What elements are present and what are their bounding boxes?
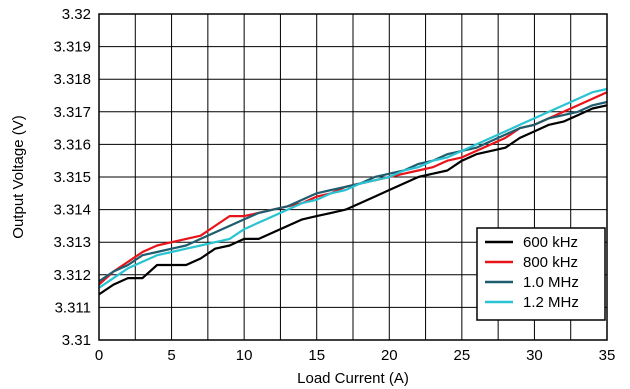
x-tick-label: 10 [236,347,253,364]
legend-label: 1.0 MHz [523,274,579,291]
plot-frame [98,13,608,341]
legend-label: 800 kHz [523,254,578,271]
legend-box [476,227,606,321]
y-tick-label: 3.319 [53,39,91,56]
y-tick-label: 3.31 [62,332,91,349]
y-tick-label: 3.314 [53,202,91,219]
y-tick-label: 3.32 [62,6,91,23]
y-tick-label: 3.315 [53,169,91,186]
x-axis-title: Load Current (A) [297,370,409,387]
legend-label: 600 kHz [523,234,578,251]
y-tick-label: 3.318 [53,71,91,88]
legend-label: 1.2 MHz [523,294,579,311]
x-tick-label: 25 [454,347,471,364]
legend: 600 kHz 800 kHz 1.0 MHz 1.2 MHz [476,227,606,321]
y-tick-label: 3.312 [53,267,91,284]
y-axis-title: Output Voltage (V) [10,115,27,238]
y-tick-label: 3.316 [53,136,91,153]
x-tick-labels: 0 5 10 15 20 25 30 35 [95,347,616,364]
x-tick-label: 20 [381,347,398,364]
series-line [98,100,608,283]
y-tick-label: 3.311 [55,299,91,316]
x-tick-label: 15 [308,347,325,364]
x-tick-label: 35 [599,347,616,364]
x-tick-label: 0 [95,347,103,364]
series-line [98,87,608,289]
x-tick-label: 30 [526,347,543,364]
y-tick-label: 3.317 [53,104,91,121]
series-line [98,104,608,296]
y-tick-labels: 3.31 3.311 3.312 3.313 3.314 3.315 3.316 3.317 3… [53,6,91,349]
grid-lines [98,13,608,341]
x-tick-label: 5 [167,347,175,364]
y-tick-label: 3.313 [53,234,91,251]
series-lines [98,87,608,296]
